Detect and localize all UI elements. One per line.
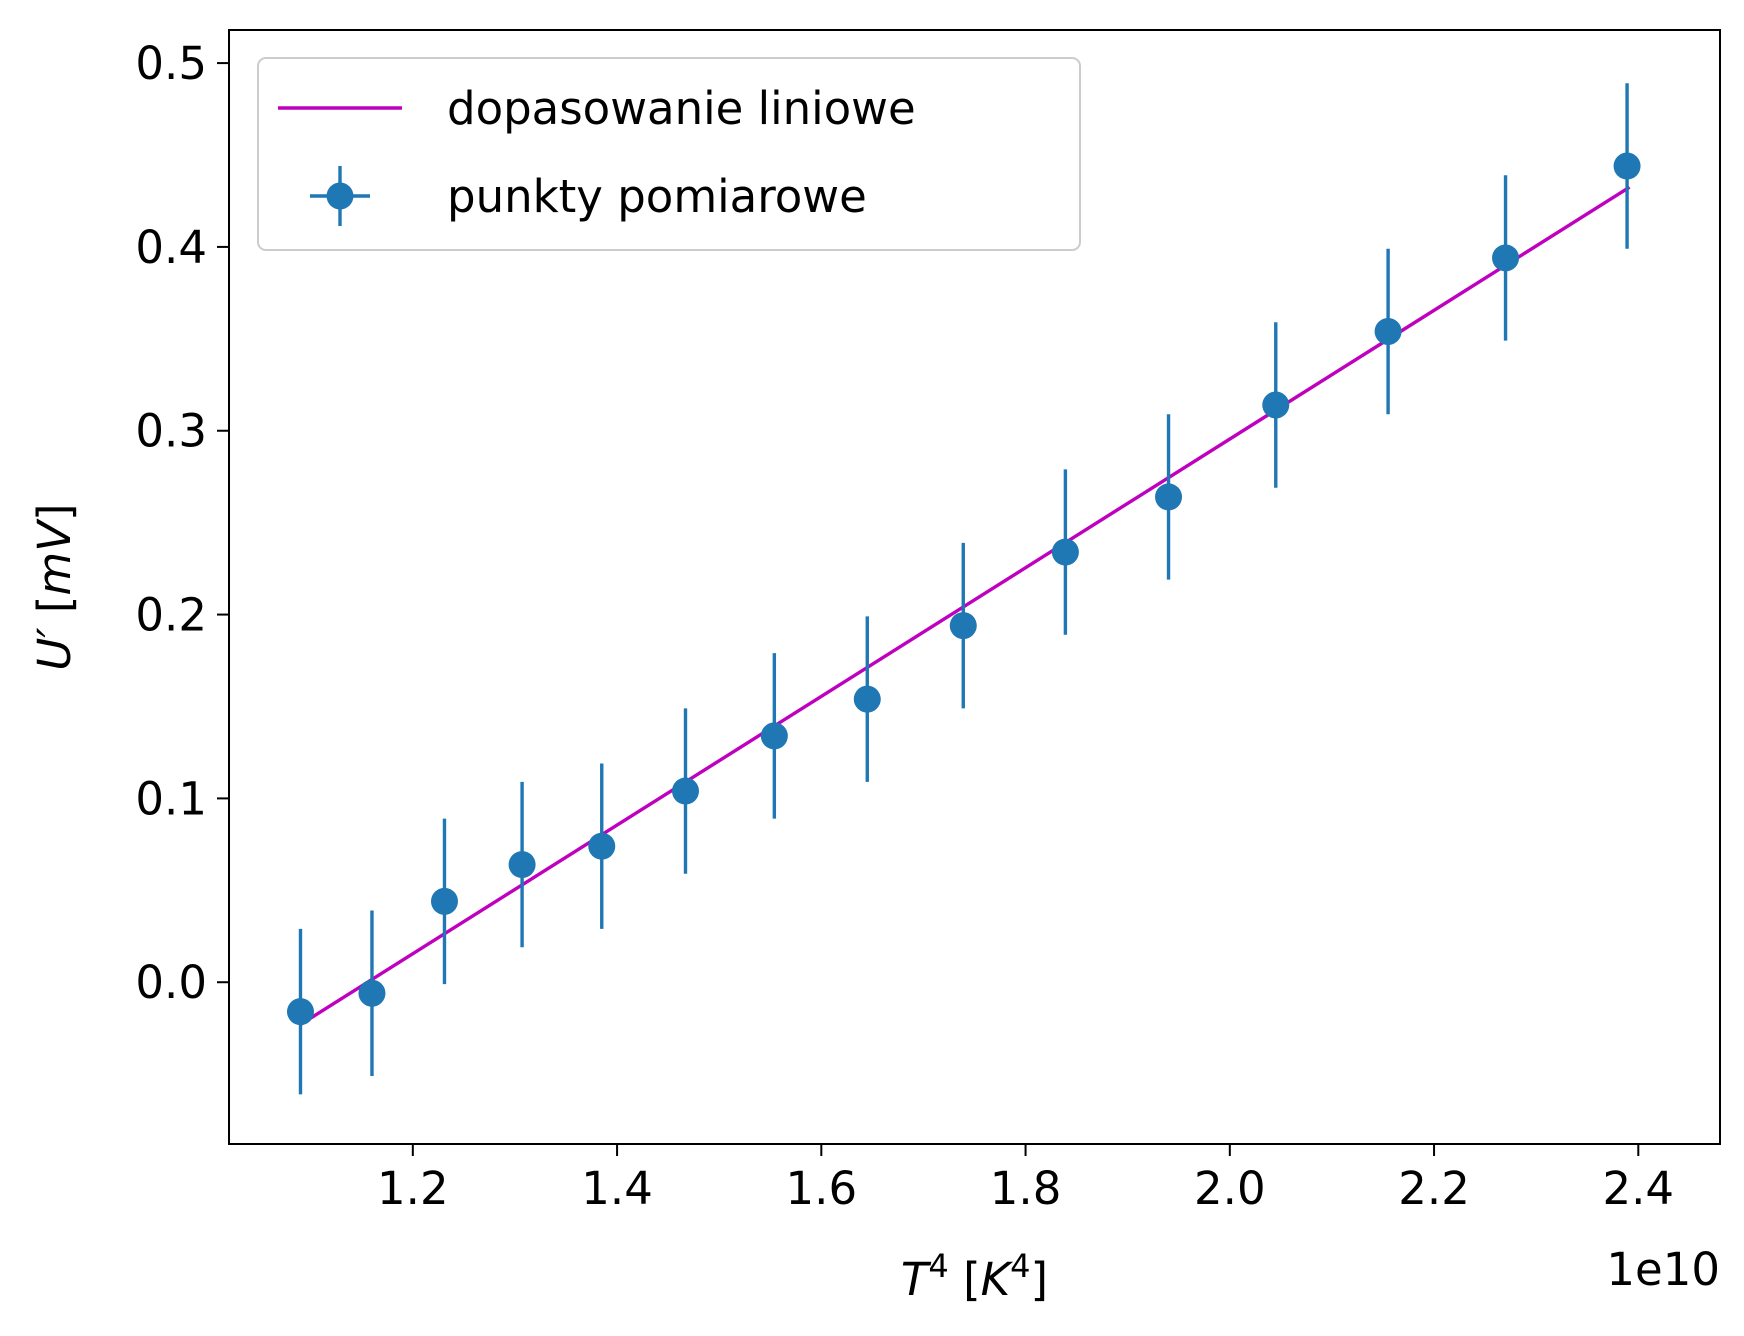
y-tick-label: 0.2 <box>135 589 207 642</box>
data-point <box>430 818 458 985</box>
data-marker <box>949 612 977 640</box>
data-marker <box>508 851 536 879</box>
data-point <box>1492 175 1520 341</box>
x-label-symbol: T <box>901 1253 932 1306</box>
data-marker <box>1492 244 1520 272</box>
x-tick-label: 2.4 <box>1603 1162 1675 1215</box>
data-marker <box>1374 317 1402 345</box>
data-marker <box>760 722 788 750</box>
y-label-bracket: ] <box>28 503 81 521</box>
data-point <box>760 653 788 819</box>
data-marker <box>1262 391 1290 419</box>
data-marker <box>430 887 458 915</box>
x-label-unit: K <box>981 1253 1014 1306</box>
y-axis-label: U′ [mV] <box>28 503 81 670</box>
data-point <box>1613 83 1641 249</box>
data-point <box>358 910 386 1076</box>
data-point <box>508 781 536 948</box>
data-point <box>588 763 616 929</box>
y-tick-label: 0.0 <box>135 956 207 1009</box>
data-marker <box>1051 538 1079 566</box>
legend-label-points: punkty pomiarowe <box>447 170 867 223</box>
y-label-bracket: [ <box>28 596 81 628</box>
data-marker <box>671 777 699 805</box>
data-point <box>1155 414 1183 580</box>
data-point <box>1051 469 1079 635</box>
x-label-unit-exponent: 4 <box>1010 1247 1030 1285</box>
data-marker <box>588 832 616 860</box>
x-tick-label: 1.2 <box>377 1162 449 1215</box>
y-tick-label: 0.3 <box>135 405 207 458</box>
x-label-exponent: 4 <box>928 1247 948 1285</box>
x-label-bracket: ] <box>1031 1253 1049 1306</box>
x-offset-text: 1e10 <box>1606 1243 1720 1296</box>
legend-label-fit: dopasowanie liniowe <box>447 82 916 135</box>
y-label-symbol: U′ <box>28 627 81 670</box>
legend-box <box>257 57 1081 251</box>
x-tick-label: 1.6 <box>786 1162 858 1215</box>
plot-area-frame <box>228 29 1721 1145</box>
data-point <box>671 708 699 874</box>
data-point <box>1262 322 1290 488</box>
data-point <box>1374 248 1402 415</box>
x-tick-label: 1.8 <box>990 1162 1062 1215</box>
data-point <box>853 616 881 782</box>
data-point <box>286 928 314 1095</box>
data-marker <box>1613 152 1641 180</box>
x-tick-label: 2.2 <box>1398 1162 1470 1215</box>
x-tick-label: 2.0 <box>1194 1162 1266 1215</box>
data-marker <box>853 685 881 713</box>
legend-marker-swatch <box>326 182 354 210</box>
y-tick-label: 0.4 <box>135 221 207 274</box>
data-marker <box>358 979 386 1007</box>
x-axis-label: T4 [K4] <box>901 1247 1048 1306</box>
y-tick-label: 0.1 <box>135 772 207 825</box>
data-marker <box>1155 483 1183 511</box>
y-label-unit: mV <box>28 518 81 596</box>
y-tick-label: 0.5 <box>135 37 207 90</box>
x-tick-label: 1.4 <box>581 1162 653 1215</box>
data-point <box>949 542 977 709</box>
data-marker <box>286 998 314 1026</box>
x-label-bracket: [ <box>949 1253 981 1306</box>
